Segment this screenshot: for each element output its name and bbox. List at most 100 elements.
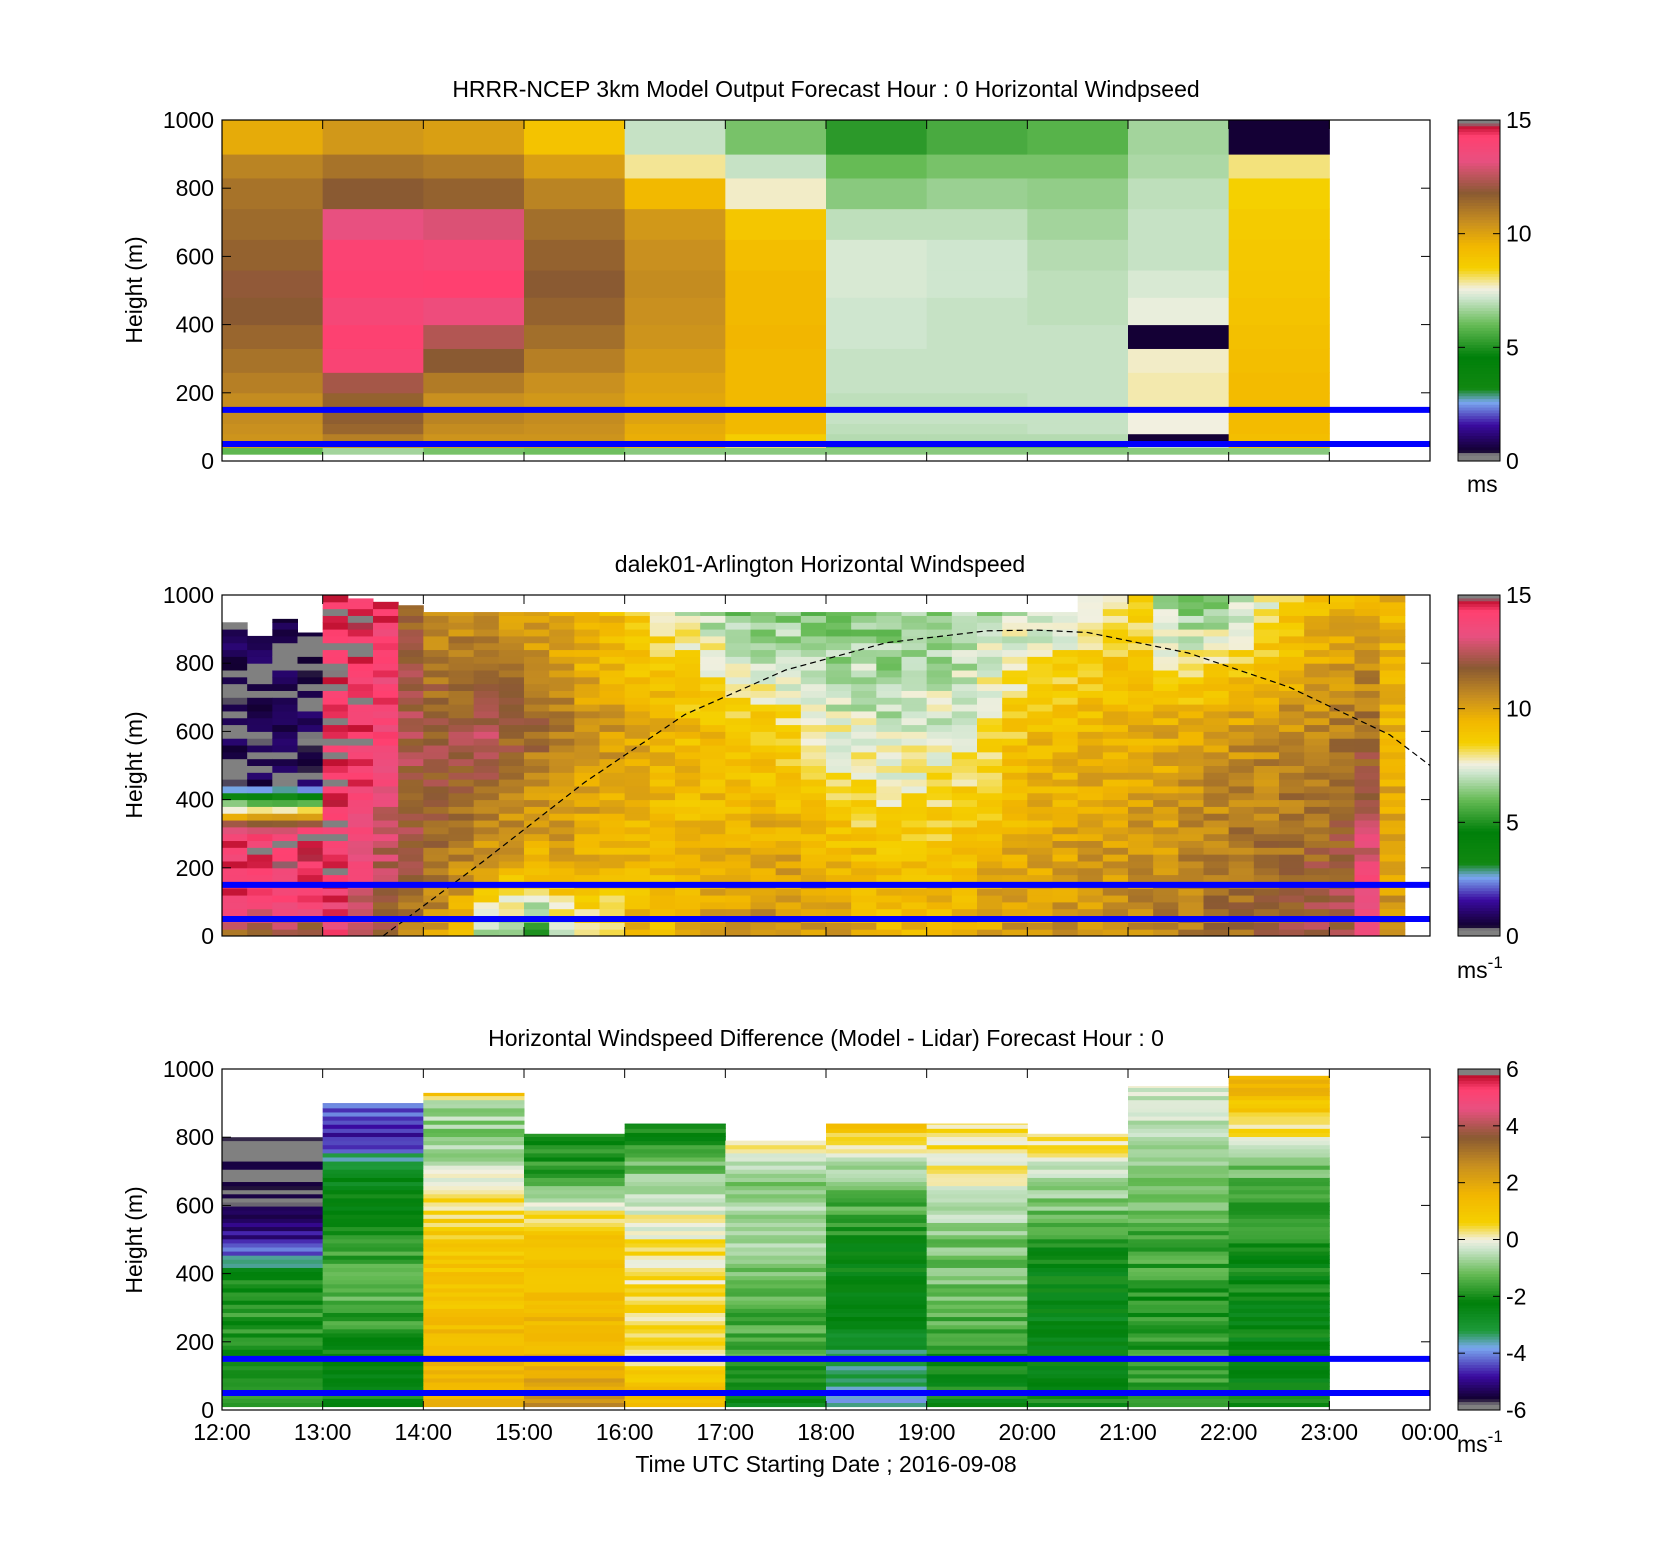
heatmap-cell bbox=[675, 670, 701, 678]
heatmap-cell bbox=[423, 1214, 525, 1219]
heatmap-cell bbox=[599, 717, 626, 726]
heatmap-cell bbox=[322, 1148, 424, 1154]
heatmap-cell bbox=[750, 635, 777, 644]
heatmap-cell bbox=[725, 372, 827, 394]
heatmap-cell bbox=[775, 908, 802, 917]
colorbar-segment bbox=[1458, 424, 1500, 428]
heatmap-cell bbox=[624, 120, 726, 155]
heatmap-cell bbox=[1102, 745, 1129, 753]
heatmap-cell bbox=[725, 1402, 827, 1408]
heatmap-cell bbox=[222, 867, 248, 876]
heatmap-cell bbox=[951, 895, 978, 903]
heatmap-cell bbox=[1128, 649, 1154, 657]
x-tick-label: 00:00 bbox=[1401, 1419, 1459, 1445]
heatmap-cell bbox=[1203, 888, 1230, 896]
heatmap-cell bbox=[800, 922, 827, 930]
colorbar-segment bbox=[1458, 426, 1500, 431]
heatmap-cell bbox=[272, 860, 298, 869]
heatmap-cell bbox=[1128, 1099, 1230, 1105]
heatmap-cell bbox=[700, 908, 726, 917]
heatmap-cell bbox=[1253, 799, 1280, 807]
heatmap-cell bbox=[322, 874, 349, 882]
heatmap-cell bbox=[373, 731, 399, 739]
heatmap-cell bbox=[1354, 922, 1381, 930]
heatmap-cell bbox=[297, 697, 324, 705]
heatmap-cell bbox=[347, 847, 374, 855]
heatmap-cell bbox=[1228, 1238, 1330, 1244]
heatmap-cell bbox=[800, 833, 827, 842]
heatmap-cell bbox=[423, 1140, 525, 1146]
heatmap-cell bbox=[524, 297, 626, 326]
heatmap-cell bbox=[775, 901, 802, 910]
heatmap-cell bbox=[1178, 622, 1204, 630]
heatmap-cell bbox=[725, 239, 827, 271]
heatmap-cell bbox=[1228, 1103, 1330, 1109]
heatmap-cell bbox=[1203, 847, 1230, 855]
heatmap-cell bbox=[222, 1283, 324, 1289]
heatmap-cell bbox=[649, 792, 676, 801]
heatmap-cell bbox=[222, 813, 248, 821]
heatmap-cell bbox=[1128, 297, 1230, 326]
heatmap-cell bbox=[725, 1144, 827, 1150]
heatmap-cell bbox=[851, 854, 877, 862]
colorbar-segment bbox=[1458, 1353, 1500, 1357]
heatmap-cell bbox=[1128, 1095, 1230, 1101]
heatmap-cell bbox=[222, 901, 248, 910]
heatmap-cell bbox=[373, 745, 399, 753]
heatmap-cell bbox=[901, 833, 928, 842]
heatmap-cell bbox=[1027, 1263, 1129, 1268]
heatmap-cell bbox=[347, 601, 374, 610]
heatmap-cell bbox=[347, 908, 374, 917]
heatmap-cell bbox=[725, 1226, 827, 1232]
heatmap-cell bbox=[1304, 888, 1330, 896]
heatmap-cell bbox=[624, 833, 651, 842]
heatmap-cell bbox=[423, 629, 449, 637]
heatmap-cell bbox=[297, 799, 324, 807]
heatmap-cell bbox=[498, 895, 525, 903]
heatmap-cell bbox=[1228, 1079, 1330, 1084]
heatmap-cell bbox=[524, 1218, 626, 1223]
heatmap-cell bbox=[1379, 622, 1406, 630]
heatmap-cell bbox=[951, 874, 978, 882]
colorbar-segment bbox=[1458, 776, 1500, 781]
heatmap-cell bbox=[826, 1402, 928, 1408]
heatmap-cell bbox=[624, 922, 651, 930]
heatmap-cell bbox=[624, 1328, 726, 1334]
heatmap-cell bbox=[750, 649, 777, 657]
colorbar-segment bbox=[1458, 1199, 1500, 1204]
heatmap-cell bbox=[700, 738, 726, 746]
heatmap-cell bbox=[1228, 1304, 1330, 1309]
heatmap-cell bbox=[1077, 642, 1104, 651]
heatmap-cell bbox=[675, 615, 701, 623]
heatmap-cell bbox=[675, 612, 701, 616]
heatmap-cell bbox=[1329, 874, 1355, 882]
heatmap-cell bbox=[649, 690, 676, 698]
heatmap-cell bbox=[297, 826, 324, 835]
heatmap-cell bbox=[1128, 1242, 1230, 1248]
y-tick-label: 1000 bbox=[163, 107, 214, 133]
heatmap-cell bbox=[926, 690, 953, 698]
heatmap-cell bbox=[649, 874, 676, 882]
heatmap-cell bbox=[549, 792, 575, 801]
heatmap-cell bbox=[926, 649, 953, 657]
heatmap-cell bbox=[1304, 806, 1330, 814]
heatmap-cell bbox=[272, 635, 298, 644]
heatmap-cell bbox=[826, 348, 928, 373]
heatmap-cell bbox=[750, 888, 777, 896]
heatmap-cell bbox=[1279, 895, 1305, 903]
heatmap-cell bbox=[549, 779, 575, 787]
heatmap-cell bbox=[574, 826, 600, 835]
heatmap-cell bbox=[222, 642, 248, 651]
heatmap-cell bbox=[1228, 765, 1255, 773]
heatmap-cell bbox=[675, 765, 701, 773]
colorbar-segment bbox=[1458, 355, 1500, 360]
heatmap-cell bbox=[926, 615, 953, 623]
heatmap-cell bbox=[423, 1267, 525, 1273]
heatmap-cell bbox=[1228, 670, 1255, 678]
heatmap-cell bbox=[775, 629, 802, 637]
heatmap-cell bbox=[800, 710, 827, 719]
heatmap-cell bbox=[951, 738, 978, 746]
lidar-panel-title: dalek01-Arlington Horizontal Windspeed bbox=[615, 551, 1025, 577]
heatmap-cell bbox=[222, 629, 248, 637]
heatmap-cell bbox=[675, 901, 701, 910]
